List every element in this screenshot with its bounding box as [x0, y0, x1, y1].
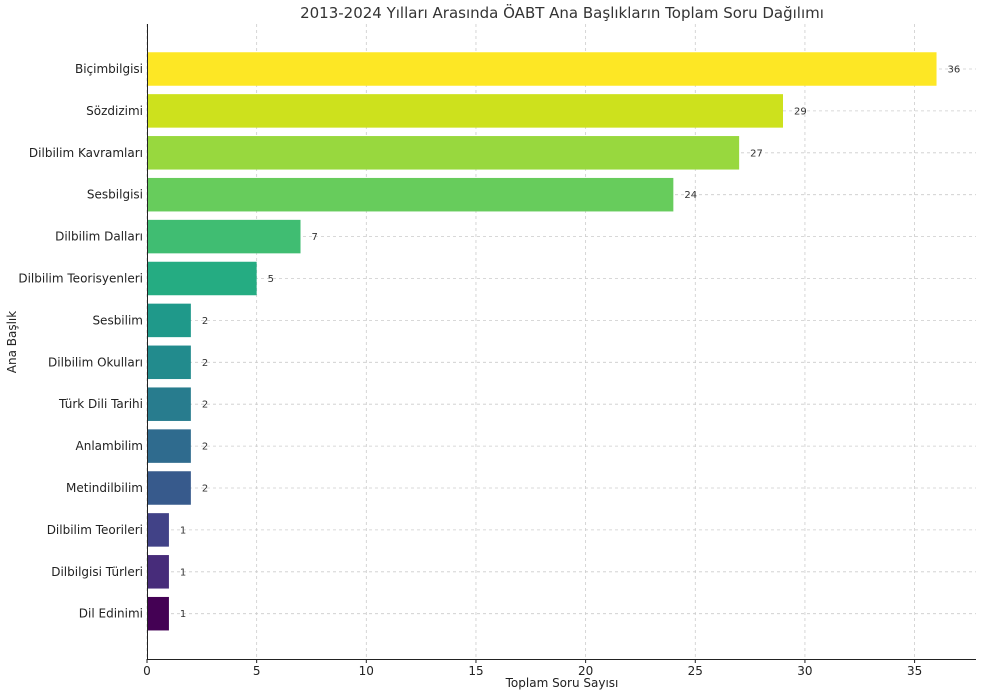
x-tick-label: 25 — [688, 664, 703, 678]
category-label: Dilbilim Dalları — [55, 230, 143, 244]
data-label: 2 — [202, 400, 208, 411]
bar — [147, 555, 169, 589]
x-tick-label: 5 — [253, 664, 261, 678]
bar — [147, 387, 191, 421]
category-labels: Biçimbilgisi Sözdizimi Dilbilim Kavramları… — [18, 62, 143, 621]
category-label: Dilbilim Teorileri — [47, 523, 143, 537]
data-label: 27 — [750, 148, 763, 159]
x-tick-label: 30 — [797, 664, 812, 678]
data-label: 1 — [180, 609, 186, 620]
data-label: 24 — [684, 190, 697, 201]
category-label: Biçimbilgisi — [75, 62, 143, 76]
data-labels: 36 29 27 24 7 5 2 2 2 2 2 1 1 1 — [180, 65, 960, 621]
data-label: 1 — [180, 567, 186, 578]
bar — [147, 177, 674, 212]
bar — [147, 219, 301, 254]
bar — [147, 471, 191, 505]
data-label: 5 — [268, 274, 274, 285]
bar — [147, 429, 191, 463]
category-label: Dilbilim Kavramları — [29, 146, 143, 160]
category-label: Dil Edinimi — [79, 607, 143, 621]
category-label: Sesbilim — [92, 313, 143, 327]
x-tick-label: 35 — [907, 664, 922, 678]
bar — [147, 136, 740, 170]
bar — [147, 94, 784, 128]
bar — [147, 303, 191, 338]
bar — [147, 345, 191, 380]
bar — [147, 596, 169, 631]
data-label: 2 — [202, 358, 208, 369]
x-tick-label: 0 — [143, 664, 151, 678]
data-label: 7 — [312, 232, 318, 243]
x-tick-label: 15 — [468, 664, 483, 678]
bars — [147, 52, 937, 631]
bar — [147, 52, 937, 86]
data-label: 2 — [202, 484, 208, 495]
category-label: Türk Dili Tarihi — [58, 397, 143, 411]
category-label: Dilbilgisi Türleri — [51, 565, 143, 579]
x-tick-label: 20 — [578, 664, 593, 678]
category-label: Anlambilim — [76, 439, 144, 453]
chart-title: 2013-2024 Yılları Arasında ÖABT Ana Başl… — [300, 3, 824, 22]
x-tick-label: 10 — [359, 664, 374, 678]
category-label: Dilbilim Teorisyenleri — [18, 272, 143, 286]
category-label: Sesbilgisi — [87, 188, 143, 202]
y-axis-label: Ana Başlık — [5, 311, 19, 373]
data-label: 29 — [794, 106, 807, 117]
data-label: 1 — [180, 525, 186, 536]
bar — [147, 513, 169, 547]
data-label: 2 — [202, 442, 208, 453]
category-label: Sözdizimi — [86, 104, 143, 118]
bar — [147, 261, 257, 296]
category-label: Metindilbilim — [66, 481, 143, 495]
x-axis-label: Toplam Soru Sayısı — [505, 676, 619, 690]
data-label: 36 — [948, 65, 961, 76]
data-label: 2 — [202, 316, 208, 327]
category-label: Dilbilim Okulları — [48, 355, 143, 369]
